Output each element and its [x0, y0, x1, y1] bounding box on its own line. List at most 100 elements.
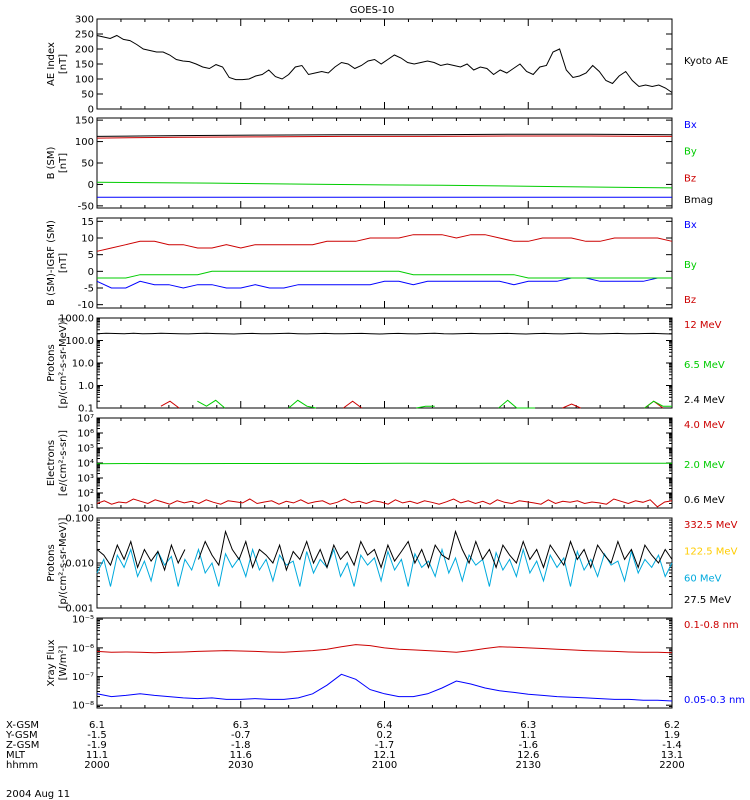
legend-label: 6.5 MeV: [684, 360, 725, 371]
panel-7: 10⁻⁸ 10⁻⁷ 10⁻⁶ 10⁻⁵ Xray Flux [W/m²] 0.1-0.8 n…: [46, 615, 745, 712]
footer-value: 12.6: [517, 750, 539, 761]
y-tick-label: 150: [75, 60, 94, 71]
series-line-by: [97, 270, 672, 279]
y-tick-label: 0.001: [65, 604, 94, 615]
series-line-0-05-0-3-nm: [96, 673, 673, 702]
legend-label: 4.0 MeV: [684, 420, 725, 431]
footer-row-label: hhmm: [6, 760, 38, 771]
y-tick-label: 250: [75, 30, 94, 41]
orbit-footer: X-GSM 6.1 6.3 6.4 6.3 6.2 Y-GSM -1.5 -0.7 0.2 1.1 1…: [5, 720, 685, 771]
chart-title: GOES-10: [350, 5, 395, 16]
legend-label: Bz: [684, 173, 696, 184]
y-tick-label: 100: [75, 137, 94, 148]
y-axis-unit: [e/(cm²-s-sr)]: [58, 430, 69, 496]
footer-value: -1.4: [662, 740, 682, 751]
footer-value: 1.1: [520, 730, 536, 741]
footer-row-label: X-GSM: [6, 720, 39, 731]
y-axis-label: Protons: [46, 344, 57, 381]
y-tick-label: 0: [88, 267, 94, 278]
series-line-4-0-mev: [96, 498, 673, 508]
y-tick-label: 50: [81, 159, 94, 170]
panel-1: 0 50 100 150 200 250 300 AE Index [nT] Kyoto AE: [46, 15, 728, 116]
footer-value: 2030: [228, 760, 253, 771]
panel-frame: [96, 617, 673, 709]
legend-label: 27.5 MeV: [684, 595, 731, 606]
footer-value: -1.7: [375, 740, 395, 751]
footer-value: 6.3: [520, 720, 536, 731]
footer-value: -1.6: [518, 740, 538, 751]
y-axis-unit: [p/(cm²-s-sr-MeV)]: [58, 517, 69, 608]
legend-label: Bx: [684, 220, 697, 231]
y-tick-label: 10⁻⁷: [72, 672, 94, 683]
footer-value: 6.2: [664, 720, 680, 731]
series-line-bx: [96, 277, 672, 289]
footer-value: -1.8: [231, 740, 251, 751]
series-line-6-5-mev: [197, 399, 672, 409]
legend-label: 122.5 MeV: [684, 547, 738, 558]
footer-value: 11.1: [86, 750, 108, 761]
y-axis-unit: [nT]: [58, 253, 69, 273]
y-axis-unit: [nT]: [58, 153, 69, 173]
footer-value: 2200: [659, 760, 684, 771]
y-tick-label: -10: [78, 300, 94, 311]
y-tick-label: 200: [75, 45, 94, 56]
legend-label: By: [684, 147, 697, 158]
y-axis-unit: [nT]: [58, 54, 69, 74]
y-tick-label: 10⁻⁵: [72, 615, 94, 626]
y-tick-label: -5: [84, 284, 94, 295]
legend-label: 12 MeV: [684, 320, 722, 331]
y-axis-label: AE Index: [46, 42, 57, 86]
y-axis-unit: [W/m²]: [58, 645, 69, 680]
y-tick-label: 10.0: [72, 359, 94, 370]
series-line-27-5-mev: [96, 529, 673, 572]
series-line-0-1-0-8-nm: [96, 644, 673, 654]
y-tick-label: 10⁻⁸: [72, 701, 94, 712]
y-axis-unit: [p/(cm²-s-sr-MeV)]: [58, 317, 69, 408]
y-tick-label: 0.1: [78, 404, 94, 415]
y-axis-label: Electrons: [46, 440, 57, 486]
y-tick-label: 0.010: [65, 559, 94, 570]
legend-label: Bz: [684, 295, 696, 306]
footer-value: 2100: [372, 760, 397, 771]
series-line-by: [96, 181, 673, 189]
y-tick-label: 5: [88, 250, 94, 261]
y-axis-label: B (SM): [46, 146, 57, 179]
legend-label: Kyoto AE: [684, 56, 728, 67]
legend-label: 332.5 MeV: [684, 520, 738, 531]
panel-frame: [96, 317, 673, 409]
legend-label: 2.4 MeV: [684, 395, 725, 406]
y-tick-label: 10¹: [77, 504, 94, 515]
footer-value: 6.4: [377, 720, 393, 731]
footer-row-label: MLT: [6, 750, 26, 761]
series-line-kyoto-ae: [96, 34, 673, 93]
footer-value: 2130: [516, 760, 541, 771]
y-tick-label: 0: [88, 105, 94, 116]
footer-row-label: Z-GSM: [6, 740, 39, 751]
legend-label: 0.6 MeV: [684, 495, 725, 506]
y-tick-label: 1.0: [78, 381, 94, 392]
panel-2: -50 0 50 100 150 B (SM) [nT] Bx By Bz Bmag: [46, 116, 713, 213]
footer-value: -1.9: [87, 740, 107, 751]
series-line-12-mev: [160, 400, 664, 409]
series-line-bz: [96, 234, 673, 252]
footer-value: 0.2: [377, 730, 393, 741]
legend-label: By: [684, 260, 697, 271]
footer-value: 6.3: [233, 720, 249, 731]
y-axis-label: B (SM)-IGRF (SM): [46, 220, 57, 306]
panel-4: 0.1 1.0 10.0 100.0 1000.0 Protons [p/(cm²-s-sr…: [46, 314, 725, 415]
series-line-bz: [96, 135, 673, 139]
footer-value: 13.1: [661, 750, 683, 761]
legend-label: 0.1-0.8 nm: [684, 620, 739, 631]
series-line-2-0-mev: [96, 462, 673, 465]
y-tick-label: 10⁴: [77, 459, 94, 470]
panel-frame: [96, 18, 673, 110]
legend-label: Bx: [684, 120, 697, 131]
panel-6: 0.001 0.010 0.100 Protons [p/(cm²-s-sr-MeV)]…: [46, 514, 738, 615]
legend-label: Bmag: [684, 195, 713, 206]
footer-date: 2004 Aug 11: [6, 789, 70, 800]
panel-frame: [96, 217, 673, 309]
y-tick-label: 10⁵: [77, 444, 94, 455]
footer-value: -1.5: [87, 730, 107, 741]
